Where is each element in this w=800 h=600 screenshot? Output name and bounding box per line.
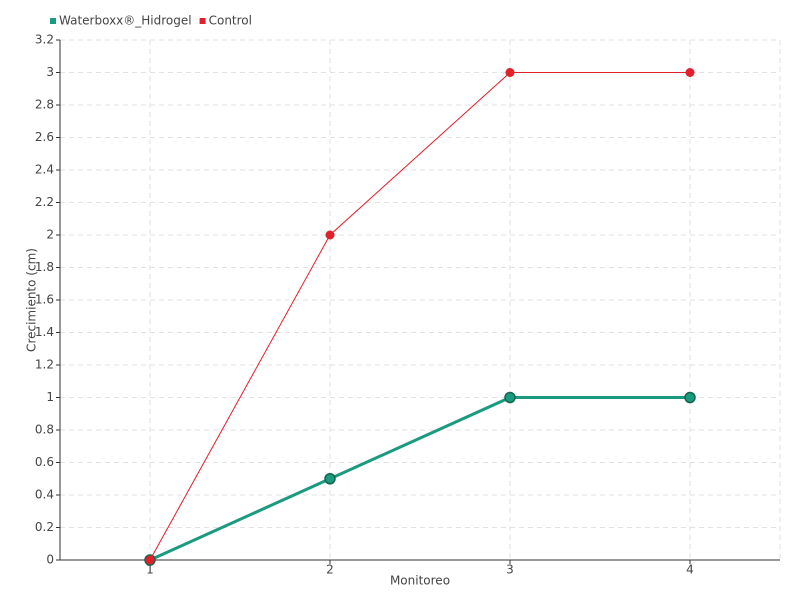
x-tick-label: 4 (686, 563, 694, 577)
series-line (149, 396, 690, 562)
data-point (685, 68, 695, 77)
x-tick-label: 1 (146, 563, 154, 577)
data-point (324, 473, 336, 485)
x-axis-label: Monitoreo (390, 574, 450, 588)
data-point (325, 230, 335, 240)
y-tick-label: 0.4 (35, 488, 54, 502)
y-tick-label: 0.6 (35, 455, 54, 469)
y-tick-label: 1.8 (35, 260, 54, 274)
y-tick-label: 3.2 (35, 33, 54, 47)
y-axis-label: Crecimiento (cm) (25, 248, 39, 352)
x-tick-label: 3 (506, 563, 514, 577)
y-tick-label: 3 (46, 65, 54, 79)
y-tick-label: 0.8 (35, 423, 54, 437)
legend-marker (50, 18, 56, 24)
y-tick-label: 1.4 (35, 325, 54, 339)
legend-marker (199, 18, 206, 24)
legend-label: Waterboxx®_Hidrogel (59, 14, 192, 28)
x-tick-label: 2 (326, 563, 334, 577)
y-tick-label: 1.2 (35, 358, 54, 372)
legend-label: Control (209, 14, 252, 28)
y-tick-label: 0 (46, 553, 54, 567)
data-point (504, 391, 516, 404)
y-tick-label: 1 (46, 390, 54, 404)
y-tick-label: 2.8 (35, 98, 54, 112)
series-line (149, 72, 690, 561)
y-tick-label: 2 (46, 228, 54, 242)
y-tick-label: 2.2 (35, 195, 54, 209)
y-tick-label: 1.6 (35, 293, 54, 307)
data-point (505, 68, 515, 77)
y-tick-label: 0.2 (35, 520, 54, 534)
data-point (145, 555, 155, 565)
data-point (684, 391, 696, 404)
y-tick-label: 2.6 (35, 130, 54, 144)
y-tick-label: 2.4 (35, 163, 54, 177)
